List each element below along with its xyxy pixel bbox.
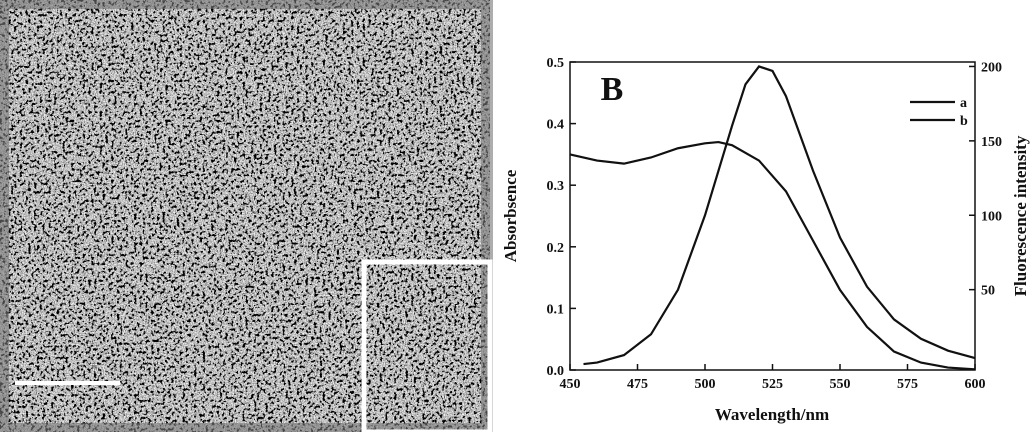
series-line: [569, 140, 976, 371]
x-tick-label: 600: [965, 377, 986, 392]
x-tick-label: 500: [695, 377, 716, 392]
panel-label: B: [601, 71, 624, 108]
legend-label: b: [960, 114, 968, 129]
x-axis-label: Wavelength/nm: [715, 405, 829, 424]
chart: B Wavelength/nm Absorbsence Fluorescence…: [501, 56, 1030, 424]
plot-frame: [569, 61, 976, 371]
x-tick-label: 525: [762, 377, 783, 392]
y-tick-label: 0.5: [547, 56, 565, 71]
y-tick-label: 0.3: [547, 179, 565, 194]
series-line: [583, 65, 976, 366]
y2-tick-label: 150: [981, 135, 1002, 150]
y-tick-label: 0.1: [547, 302, 565, 317]
legend-label: a: [960, 96, 967, 111]
micrograph-particles: [0, 0, 490, 432]
x-tick-label: 575: [897, 377, 918, 392]
y2-tick-label: 50: [981, 284, 995, 299]
y-tick-label: 0.4: [547, 118, 565, 133]
micrograph-edge: [0, 0, 493, 435]
x-tick-label: 450: [560, 377, 581, 392]
y2-tick-label: 200: [981, 60, 1002, 75]
y2-tick-label: 100: [981, 209, 1002, 224]
micrograph: [0, 0, 493, 435]
y-axis-label: Absorbsence: [501, 169, 520, 262]
y2-axis-label: Fluorescence intensity: [1011, 135, 1030, 296]
x-tick-label: 550: [830, 377, 851, 392]
scale-bar: [15, 381, 120, 385]
y-tick-label: 0.0: [547, 364, 565, 379]
x-tick-label: 475: [627, 377, 648, 392]
y-tick-label: 0.2: [547, 241, 565, 256]
